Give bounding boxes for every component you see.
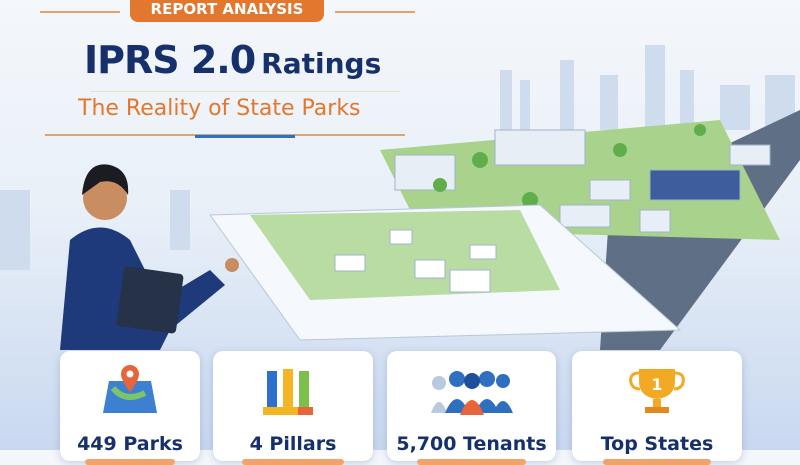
title-suffix: Ratings xyxy=(261,47,382,80)
subtitle-accent xyxy=(195,135,295,138)
page-title: IPRS 2.0 Ratings xyxy=(84,38,381,82)
people-icon xyxy=(430,371,513,415)
card-accent-bar xyxy=(85,459,175,465)
plan-buildings xyxy=(334,229,497,293)
trophy-icon: 1 xyxy=(629,369,685,413)
badge-decoration-left xyxy=(40,11,120,13)
factory-buildings xyxy=(394,129,771,233)
pillars-icon xyxy=(263,369,313,415)
svg-text:1: 1 xyxy=(651,375,662,394)
card-label: 449 Parks xyxy=(77,433,183,455)
stat-card-top-states: 1 Top States xyxy=(572,351,742,465)
stat-card-pillars: 4 Pillars xyxy=(213,351,373,465)
report-analysis-badge: REPORT ANALYSIS xyxy=(130,0,324,22)
card-label: 4 Pillars xyxy=(249,433,337,455)
map-pin-icon xyxy=(103,365,157,413)
card-label: Top States xyxy=(600,433,714,455)
industrial-park-illustration xyxy=(0,45,800,350)
trees xyxy=(433,124,706,208)
card-label: 5,700 Tenants xyxy=(396,433,547,455)
presenter-woman xyxy=(60,164,239,350)
card-accent-bar xyxy=(417,459,526,465)
card-accent-bar xyxy=(602,459,712,465)
card-accent-bar xyxy=(241,459,345,465)
badge-decoration-right xyxy=(335,11,415,13)
stat-card-tenants: 5,700 Tenants xyxy=(387,351,556,465)
stat-card-parks: 449 Parks xyxy=(60,351,200,465)
title-main: IPRS 2.0 xyxy=(84,38,256,82)
subtitle: The Reality of State Parks xyxy=(78,96,361,121)
title-divider xyxy=(90,91,400,92)
